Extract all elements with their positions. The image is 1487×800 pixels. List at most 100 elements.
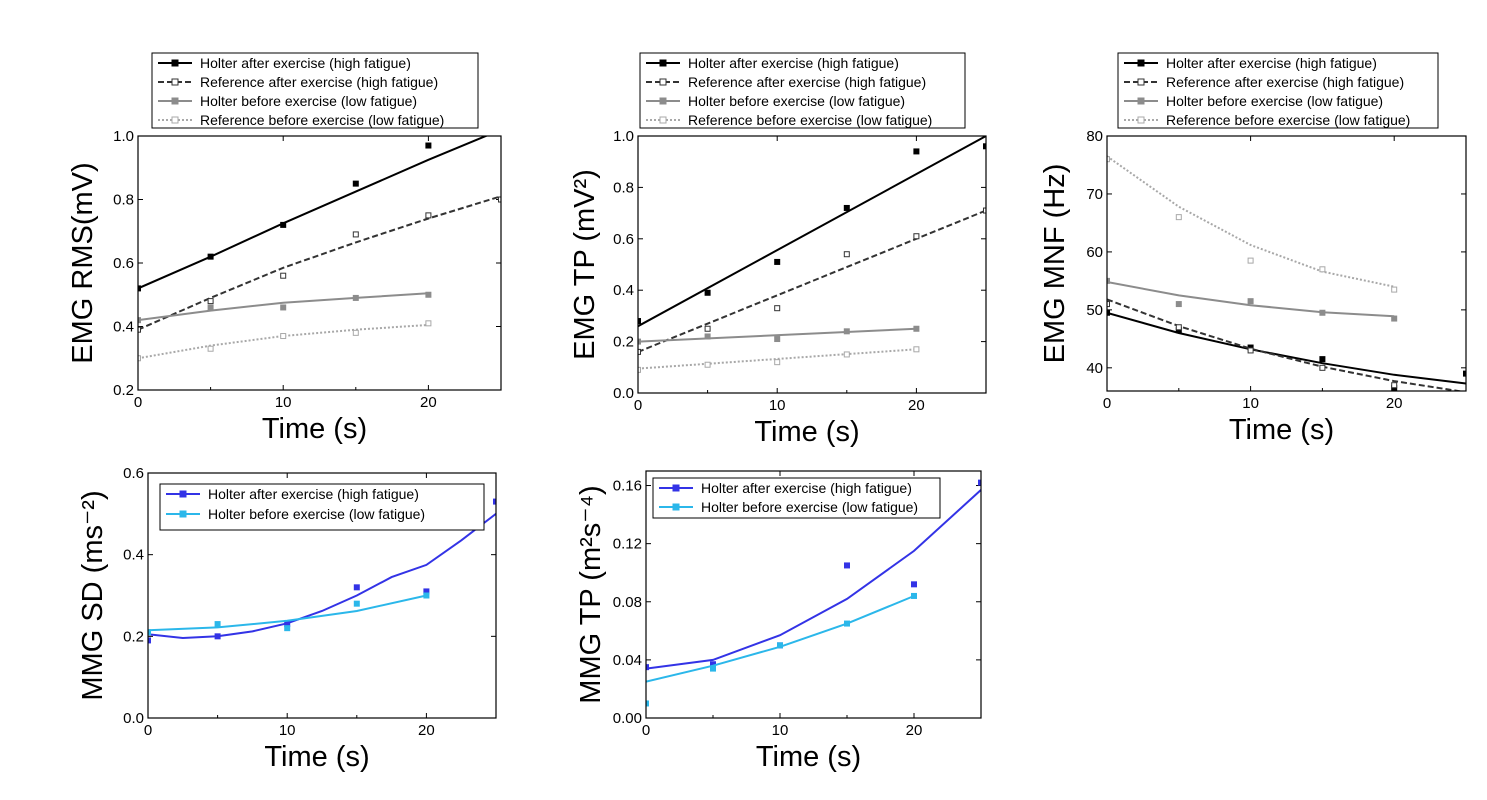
plot-content bbox=[646, 479, 981, 707]
plot-content bbox=[1107, 155, 1466, 391]
chart-panel: 0 10 20 0.0 0.2 0.4 0.6 0.8 1.0 Time (s) EMG TP (m… bbox=[569, 52, 987, 448]
data-point bbox=[704, 333, 711, 340]
legend: Holter after exercise (high fatigue) Holt… bbox=[652, 477, 941, 519]
x-tick-label: 0 bbox=[642, 722, 650, 739]
legend-box bbox=[151, 52, 479, 129]
y-tick-label: 0.0 bbox=[123, 710, 144, 727]
data-point bbox=[843, 204, 850, 211]
series-fit-line bbox=[1107, 298, 1465, 391]
data-point bbox=[978, 479, 981, 486]
y-tick-label: 0.16 bbox=[613, 478, 642, 495]
data-point bbox=[425, 291, 432, 298]
series-fit-line bbox=[138, 323, 429, 360]
data-point bbox=[1391, 315, 1398, 322]
x-axis-label: Time (s) bbox=[754, 416, 859, 448]
data-point bbox=[214, 621, 221, 628]
series-fit-line bbox=[638, 327, 917, 343]
data-point bbox=[207, 298, 214, 305]
data-point bbox=[425, 320, 432, 327]
data-point bbox=[843, 351, 850, 358]
data-point bbox=[498, 196, 501, 203]
legend-swatch-marker bbox=[1137, 97, 1145, 105]
y-tick-label: 40 bbox=[1086, 360, 1103, 377]
data-point bbox=[911, 581, 917, 588]
y-axis-label: EMG RMS(mV) bbox=[67, 162, 99, 363]
data-point bbox=[983, 207, 986, 214]
plot-frame bbox=[137, 135, 502, 391]
plot-content bbox=[148, 498, 496, 644]
y-tick-label: 0.2 bbox=[113, 382, 134, 399]
legend-entry: Holter after exercise (high fatigue) bbox=[688, 55, 899, 71]
legend-swatch-marker bbox=[659, 116, 667, 124]
y-axis-label: EMG TP (mV²) bbox=[569, 169, 601, 360]
legend-swatch-marker bbox=[171, 59, 179, 67]
y-axis-label: EMG MNF (Hz) bbox=[1039, 164, 1071, 364]
chart-panel: 0 10 20 0.00 0.04 0.08 0.12 0.16 Time (s) MMG TP … bbox=[575, 470, 982, 773]
legend-entry: Holter after exercise (high fatigue) bbox=[208, 486, 419, 502]
data-point bbox=[1319, 309, 1326, 316]
data-point bbox=[1107, 301, 1110, 308]
y-tick-label: 0.4 bbox=[123, 547, 144, 564]
data-point bbox=[1319, 356, 1326, 363]
data-point bbox=[638, 318, 641, 325]
y-tick-label: 70 bbox=[1086, 186, 1103, 203]
y-axis-label: MMG TP (m²s⁻⁴) bbox=[575, 485, 607, 703]
x-axis-label: Time (s) bbox=[1229, 414, 1334, 446]
data-point bbox=[911, 592, 917, 599]
x-tick-label: 20 bbox=[420, 394, 437, 411]
chart-panel: 0 10 20 0.0 0.2 0.4 0.6 Time (s) MMG SD (ms⁻²) Ho… bbox=[77, 465, 497, 773]
x-tick-label: 20 bbox=[418, 722, 435, 739]
data-point bbox=[983, 143, 986, 150]
data-point bbox=[913, 325, 920, 332]
series-fit-line bbox=[646, 595, 915, 683]
y-tick-label: 0.12 bbox=[613, 536, 642, 553]
data-point bbox=[1319, 364, 1326, 371]
y-tick-label: 0.6 bbox=[613, 231, 634, 248]
legend: Holter after exercise (high fatigue) Refe… bbox=[1117, 52, 1439, 129]
legend-entry: Holter before exercise (low fatigue) bbox=[701, 499, 918, 515]
data-point bbox=[148, 629, 151, 636]
y-tick-label: 0.6 bbox=[113, 255, 134, 272]
legend-entry: Holter before exercise (low fatigue) bbox=[200, 93, 417, 109]
data-point bbox=[352, 294, 359, 301]
legend-entry: Holter before exercise (low fatigue) bbox=[688, 93, 905, 109]
x-tick-label: 20 bbox=[906, 722, 923, 739]
legend-swatch-marker bbox=[171, 78, 179, 86]
data-point bbox=[280, 304, 287, 311]
data-point bbox=[1107, 277, 1110, 284]
legend-box bbox=[639, 52, 966, 129]
x-tick-label: 20 bbox=[1386, 395, 1403, 412]
data-point bbox=[1175, 324, 1182, 331]
series-fit-line bbox=[1107, 155, 1395, 288]
data-point bbox=[280, 272, 287, 279]
plot-frame bbox=[147, 472, 497, 719]
data-point bbox=[774, 305, 781, 312]
data-point bbox=[913, 148, 920, 155]
y-tick-label: 0.4 bbox=[613, 282, 634, 299]
data-point bbox=[1319, 266, 1326, 273]
data-point bbox=[138, 317, 141, 324]
legend-swatch-marker bbox=[672, 503, 680, 511]
x-tick-label: 0 bbox=[134, 394, 142, 411]
plot-frame bbox=[1106, 135, 1467, 392]
legend-entry: Reference after exercise (high fatigue) bbox=[688, 74, 926, 90]
data-point bbox=[214, 633, 221, 640]
data-point bbox=[710, 665, 716, 672]
data-point bbox=[1107, 309, 1110, 316]
data-point bbox=[353, 584, 360, 591]
data-point bbox=[844, 562, 850, 569]
data-point bbox=[493, 498, 496, 505]
data-point bbox=[843, 328, 850, 335]
legend-entry: Reference before exercise (low fatigue) bbox=[1166, 112, 1410, 128]
x-tick-label: 10 bbox=[279, 722, 296, 739]
legend-box bbox=[652, 477, 941, 519]
y-tick-label: 50 bbox=[1086, 302, 1103, 319]
series-fit-line bbox=[638, 136, 986, 328]
data-point bbox=[138, 355, 141, 362]
plot-content bbox=[638, 136, 986, 373]
legend-swatch-marker bbox=[1137, 116, 1145, 124]
x-tick-label: 10 bbox=[772, 722, 789, 739]
chart-panel: 0 10 20 40 50 60 70 80 Time (s) EMG MNF (Hz) Holte… bbox=[1039, 52, 1467, 446]
legend-entry: Reference after exercise (high fatigue) bbox=[200, 74, 438, 90]
data-point bbox=[774, 258, 781, 265]
